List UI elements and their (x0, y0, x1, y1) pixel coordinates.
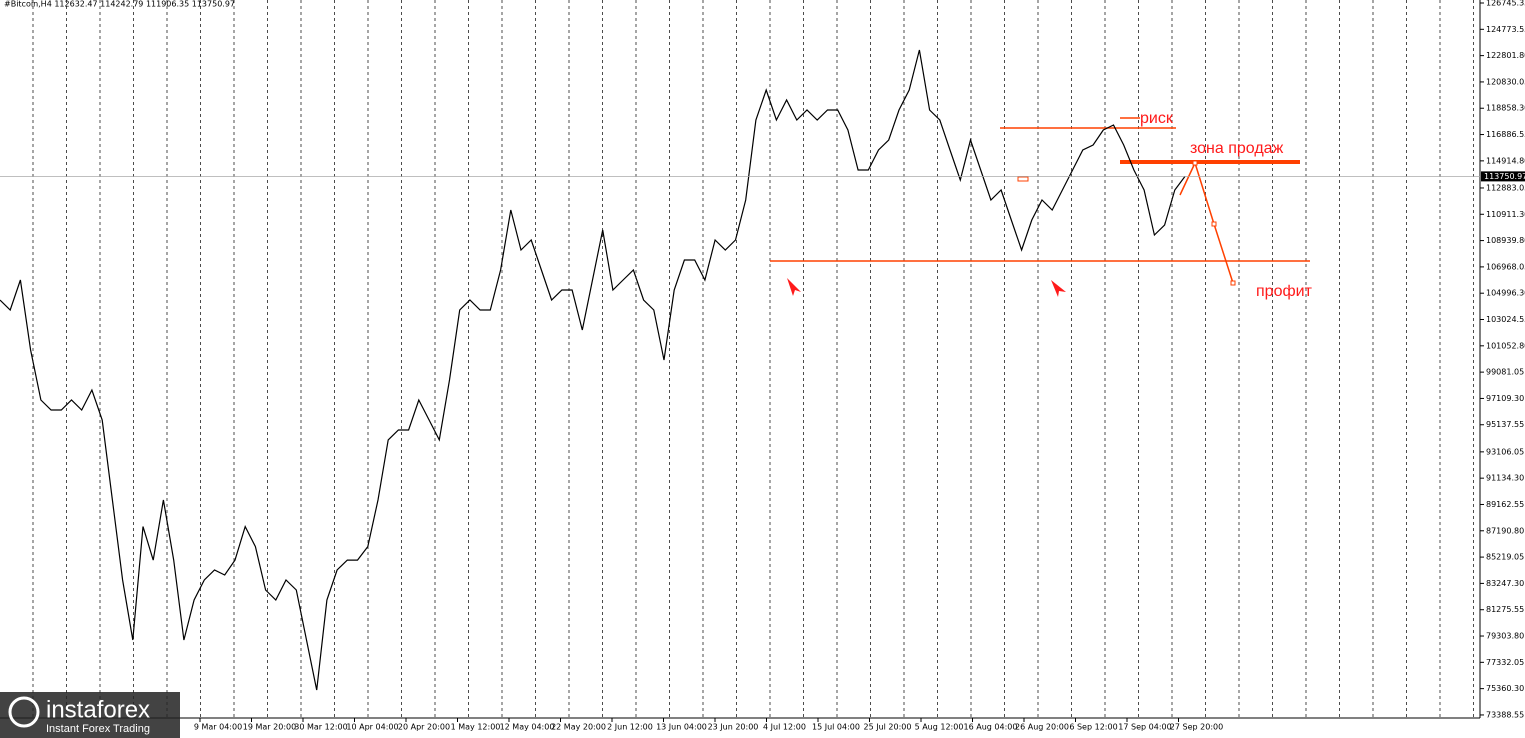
y-tick-label: 93106.05 (1486, 447, 1524, 456)
x-tick-label: 26 Aug 20:00 (1015, 723, 1069, 732)
x-tick-label: 17 Sep 04:00 (1118, 723, 1171, 732)
x-tick-label: 12 May 04:00 (500, 723, 555, 732)
y-tick-label: 73388.55 (1486, 710, 1524, 719)
logo-icon (8, 696, 40, 728)
forecast-point (1192, 160, 1198, 166)
x-tick-label: 16 Aug 04:00 (964, 723, 1018, 732)
y-tick-label: 124773.55 (1486, 25, 1525, 34)
y-tick-label: 97109.30 (1486, 394, 1524, 403)
x-tick-label: 27 Sep 20:00 (1170, 723, 1223, 732)
y-tick-label: 101052.80 (1486, 341, 1525, 350)
last-price-box (1481, 171, 1525, 182)
forecast-point (1211, 221, 1217, 227)
x-tick-label: 9 Mar 04:00 (194, 723, 242, 732)
y-tick-label: 99081.05 (1486, 368, 1524, 377)
y-tick-label: 79303.80 (1486, 632, 1524, 641)
y-tick-label: 108939.80 (1486, 236, 1525, 245)
y-tick-label: 87190.80 (1486, 526, 1524, 535)
x-tick-label: 13 Jun 04:00 (656, 723, 707, 732)
x-tick-label: 1 May 12:00 (451, 723, 501, 732)
price-line (0, 49, 1186, 691)
y-tick-label: 120830.05 (1486, 77, 1525, 86)
x-tick-label: 6 Sep 12:00 (1069, 723, 1117, 732)
x-tick-label: 10 Apr 04:00 (346, 723, 398, 732)
arrow (787, 278, 801, 296)
x-tick-label: 23 Jun 20:00 (708, 723, 759, 732)
x-tick-label: 22 May 20:00 (551, 723, 606, 732)
y-tick-label: 104996.30 (1486, 289, 1525, 298)
annotation-lines (770, 117, 1310, 286)
y-tick-label: 95137.55 (1486, 420, 1524, 429)
y-tick-label: 114914.80 (1486, 156, 1525, 165)
annotation: риск (1140, 110, 1174, 127)
x-tick-label: 2 Jun 12:00 (607, 723, 653, 732)
y-tick-label: 122801.80 (1486, 51, 1525, 60)
y-tick-label: 112883.05 (1486, 183, 1525, 192)
x-tick-label: 15 Jul 04:00 (812, 723, 860, 732)
arrow (1051, 280, 1066, 297)
y-tick-label: 110911.30 (1486, 210, 1525, 219)
marker (1017, 176, 1029, 182)
forecast-path (1179, 160, 1234, 284)
x-tick-label: 25 Jul 20:00 (864, 723, 912, 732)
y-tick-label: 103024.55 (1486, 315, 1525, 324)
y-tick-label: 118858.30 (1486, 104, 1525, 113)
y-tick-label: 89162.55 (1486, 500, 1524, 509)
forecast-point (1230, 280, 1236, 286)
y-tick-label: 75360.30 (1486, 684, 1524, 693)
x-tick-label: 19 Mar 20:00 (243, 723, 296, 732)
y-tick-label: 81275.55 (1486, 605, 1524, 614)
y-tick-label: 106968.05 (1486, 262, 1525, 271)
y-tick-label: 83247.30 (1486, 579, 1524, 588)
y-tick-label: 91134.30 (1486, 474, 1524, 483)
annotation: зона продаж (1190, 140, 1284, 157)
logo-tagline: Instant Forex Trading (46, 723, 150, 735)
annotation: профит (1256, 283, 1313, 300)
chart-header: #Bitcoin,H4 112632.47 114242.79 111906.3… (4, 0, 235, 9)
y-tick-label: 77332.05 (1486, 658, 1524, 667)
x-tick-label: 4 Jul 12:00 (763, 723, 806, 732)
x-tick-label: 5 Aug 12:00 (915, 723, 964, 732)
last-price-label: 113750.97 (1484, 172, 1525, 181)
y-tick-label: 85219.05 (1486, 553, 1524, 562)
x-tick-label: 30 Mar 12:00 (294, 723, 347, 732)
x-tick-label: 20 Apr 20:00 (398, 723, 450, 732)
y-tick-label: 126745.35 (1486, 0, 1525, 7)
y-tick-label: 116886.55 (1486, 130, 1525, 139)
logo-name: instaforex (46, 696, 150, 723)
